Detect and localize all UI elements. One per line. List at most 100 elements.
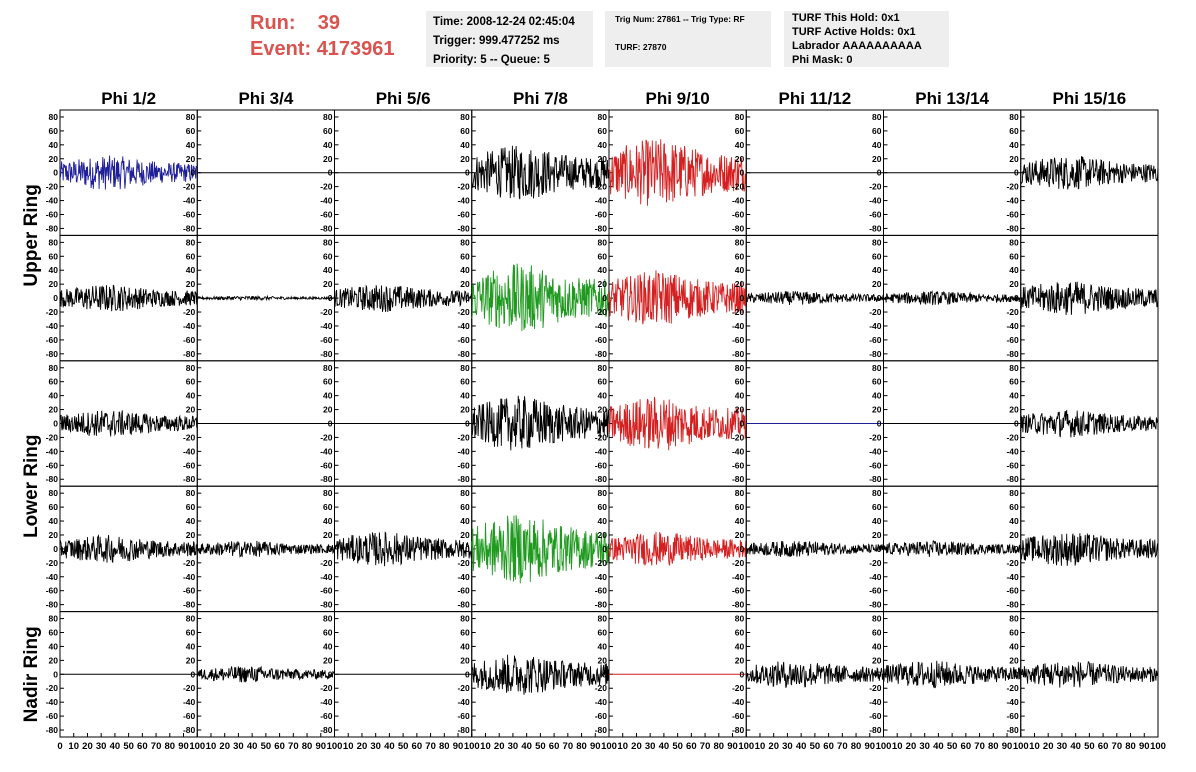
y-tick-label-3-2-2: 40 xyxy=(323,516,333,526)
y-tick-label-2-1-7: -60 xyxy=(183,460,196,470)
x-tick-label-5-1: 10 xyxy=(755,741,766,752)
y-tick-label-1-7-1: 60 xyxy=(1009,251,1019,261)
y-tick-label-1-3-0: 80 xyxy=(460,237,470,247)
y-tick-label-2-2-2: 40 xyxy=(323,391,333,401)
y-tick-label-3-7-1: 60 xyxy=(1009,502,1019,512)
y-tick-label-1-5-4: 0 xyxy=(740,293,745,303)
waveform-1-5 xyxy=(745,290,884,306)
y-tick-label-0-0-0: 80 xyxy=(49,112,59,122)
y-tick-label-0-2-5: -20 xyxy=(320,182,333,192)
x-tick-label-1-5: 50 xyxy=(261,741,272,752)
y-tick-label-2-2-5: -20 xyxy=(320,432,333,442)
run-line: Run: 39 xyxy=(250,10,395,36)
y-tick-label-0-0-3: 20 xyxy=(49,154,59,164)
waveform-0-0 xyxy=(59,155,198,190)
y-tick-label-4-6-2: 40 xyxy=(872,641,882,651)
waveform-2-0 xyxy=(59,410,198,437)
x-tick-label-2-10: 100 xyxy=(464,741,480,752)
waveform-3-0 xyxy=(59,534,198,564)
y-tick-label-2-3-1: 60 xyxy=(460,377,470,387)
waveform-4-5 xyxy=(745,661,884,688)
y-tick-label-3-3-1: 60 xyxy=(460,502,470,512)
y-tick-label-0-7-4: 0 xyxy=(1014,168,1019,178)
y-tick-label-1-0-2: 40 xyxy=(49,265,59,275)
y-tick-label-4-6-0: 80 xyxy=(872,614,882,624)
y-tick-label-4-3-6: -40 xyxy=(457,697,470,707)
y-tick-label-3-6-4: 0 xyxy=(877,544,882,554)
x-tick-label-4-10: 100 xyxy=(738,741,754,752)
y-tick-label-2-2-1: 60 xyxy=(323,377,333,387)
y-tick-label-2-6-8: -80 xyxy=(869,474,882,484)
labrador-text: Labrador AAAAAAAAAA xyxy=(792,40,922,52)
y-tick-label-4-1-6: -40 xyxy=(183,697,196,707)
x-tick-label-6-1: 10 xyxy=(892,741,903,752)
x-tick-label-3-1: 10 xyxy=(480,741,491,752)
y-tick-label-1-4-3: 20 xyxy=(598,279,608,289)
y-tick-label-2-1-3: 20 xyxy=(186,405,196,415)
y-tick-label-2-6-7: -60 xyxy=(869,460,882,470)
y-tick-label-1-5-6: -40 xyxy=(732,321,745,331)
time-info-box: Time: 2008-12-24 02:45:04 Trigger: 999.4… xyxy=(426,11,593,67)
x-tick-label-4-3: 30 xyxy=(645,741,656,752)
y-tick-label-3-6-8: -80 xyxy=(869,600,882,610)
y-tick-label-1-6-1: 60 xyxy=(872,251,882,261)
y-tick-label-0-5-8: -80 xyxy=(732,223,745,233)
y-tick-label-0-3-6: -40 xyxy=(457,196,470,206)
y-tick-label-3-0-5: -20 xyxy=(46,558,59,568)
x-tick-label-4-8: 80 xyxy=(714,741,725,752)
y-tick-label-3-7-6: -40 xyxy=(1006,572,1019,582)
x-tick-label-0-0: 0 xyxy=(57,741,62,752)
y-tick-label-3-4-4: 0 xyxy=(602,544,607,554)
x-tick-label-0-8: 80 xyxy=(165,741,176,752)
y-tick-label-1-1-8: -80 xyxy=(183,349,196,359)
y-tick-label-4-6-3: 20 xyxy=(872,655,882,665)
y-tick-label-0-4-7: -60 xyxy=(595,210,608,220)
y-tick-label-0-4-6: -40 xyxy=(595,196,608,206)
waveform-3-4 xyxy=(608,531,747,566)
y-tick-label-2-5-6: -40 xyxy=(732,446,745,456)
y-tick-label-3-2-3: 20 xyxy=(323,530,333,540)
trig-num-text: Trig Num: 27861 -- Trig Type: RF xyxy=(615,14,745,24)
y-tick-label-3-1-0: 80 xyxy=(186,488,196,498)
y-tick-label-4-2-1: 60 xyxy=(323,628,333,638)
x-tick-label-0-7: 70 xyxy=(151,741,162,752)
y-tick-label-1-0-3: 20 xyxy=(49,279,59,289)
y-tick-label-2-7-1: 60 xyxy=(1009,377,1019,387)
turf-hold-text: TURF This Hold: 0x1 xyxy=(792,12,900,24)
y-tick-label-0-0-6: -40 xyxy=(46,196,59,206)
y-tick-label-4-0-7: -60 xyxy=(46,711,59,721)
run-value: 39 xyxy=(317,12,341,34)
trigger-text: Trigger: 999.477252 ms xyxy=(433,35,560,47)
y-tick-label-4-0-0: 80 xyxy=(49,614,59,624)
y-tick-label-1-6-3: 20 xyxy=(872,279,882,289)
y-tick-label-0-4-8: -80 xyxy=(595,223,608,233)
y-tick-label-3-0-3: 20 xyxy=(49,530,59,540)
y-tick-label-4-3-8: -80 xyxy=(457,725,470,735)
y-tick-label-0-2-2: 40 xyxy=(323,140,333,150)
y-tick-label-3-5-1: 60 xyxy=(735,502,745,512)
y-tick-label-1-0-0: 80 xyxy=(49,237,59,247)
waveform-1-7 xyxy=(1020,281,1159,316)
y-tick-label-1-1-6: -40 xyxy=(183,321,196,331)
y-tick-label-2-7-7: -60 xyxy=(1006,460,1019,470)
y-tick-label-4-7-6: -40 xyxy=(1006,697,1019,707)
y-tick-label-1-5-7: -60 xyxy=(732,335,745,345)
y-tick-label-0-3-2: 40 xyxy=(460,140,470,150)
y-tick-label-4-1-4: 0 xyxy=(191,669,196,679)
y-tick-label-1-0-4: 0 xyxy=(53,293,58,303)
y-tick-label-4-5-1: 60 xyxy=(735,628,745,638)
y-tick-label-1-1-1: 60 xyxy=(186,251,196,261)
y-tick-label-2-1-0: 80 xyxy=(186,363,196,373)
run-event-box: Run: 39 Event: 4173961 xyxy=(250,10,395,62)
y-tick-label-2-0-7: -60 xyxy=(46,460,59,470)
y-tick-label-2-4-5: -20 xyxy=(595,432,608,442)
x-tick-label-5-5: 50 xyxy=(810,741,821,752)
y-tick-label-3-3-5: -20 xyxy=(457,558,470,568)
y-tick-label-1-3-2: 40 xyxy=(460,265,470,275)
y-tick-label-2-7-0: 80 xyxy=(1009,363,1019,373)
x-tick-label-0-3: 30 xyxy=(96,741,107,752)
y-tick-label-2-6-1: 60 xyxy=(872,377,882,387)
y-tick-label-4-7-5: -20 xyxy=(1006,683,1019,693)
y-tick-label-1-5-8: -80 xyxy=(732,349,745,359)
